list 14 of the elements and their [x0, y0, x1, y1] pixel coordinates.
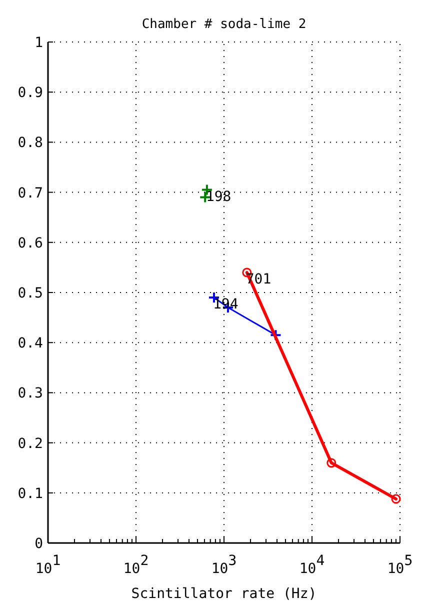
- y-tick-label: 0.3: [18, 386, 43, 402]
- y-tick-label: 0.8: [18, 135, 43, 152]
- chart-title: Chamber # soda-lime 2: [142, 17, 306, 32]
- y-tick-label: 0.9: [18, 85, 43, 102]
- y-tick-label: 1: [34, 35, 43, 51]
- y-tick-label: 0: [34, 536, 43, 552]
- x-axis-title: Scintillator rate (Hz): [131, 586, 317, 602]
- y-tick-label: 0.4: [18, 336, 43, 352]
- annotation: 198: [206, 188, 232, 205]
- y-tick-label: 0.6: [18, 235, 43, 252]
- y-tick-label: 0.2: [18, 436, 43, 452]
- y-tick-label: 0.5: [18, 286, 43, 302]
- y-tick-label: 0.1: [18, 486, 43, 502]
- y-tick-label: 0.7: [18, 185, 43, 202]
